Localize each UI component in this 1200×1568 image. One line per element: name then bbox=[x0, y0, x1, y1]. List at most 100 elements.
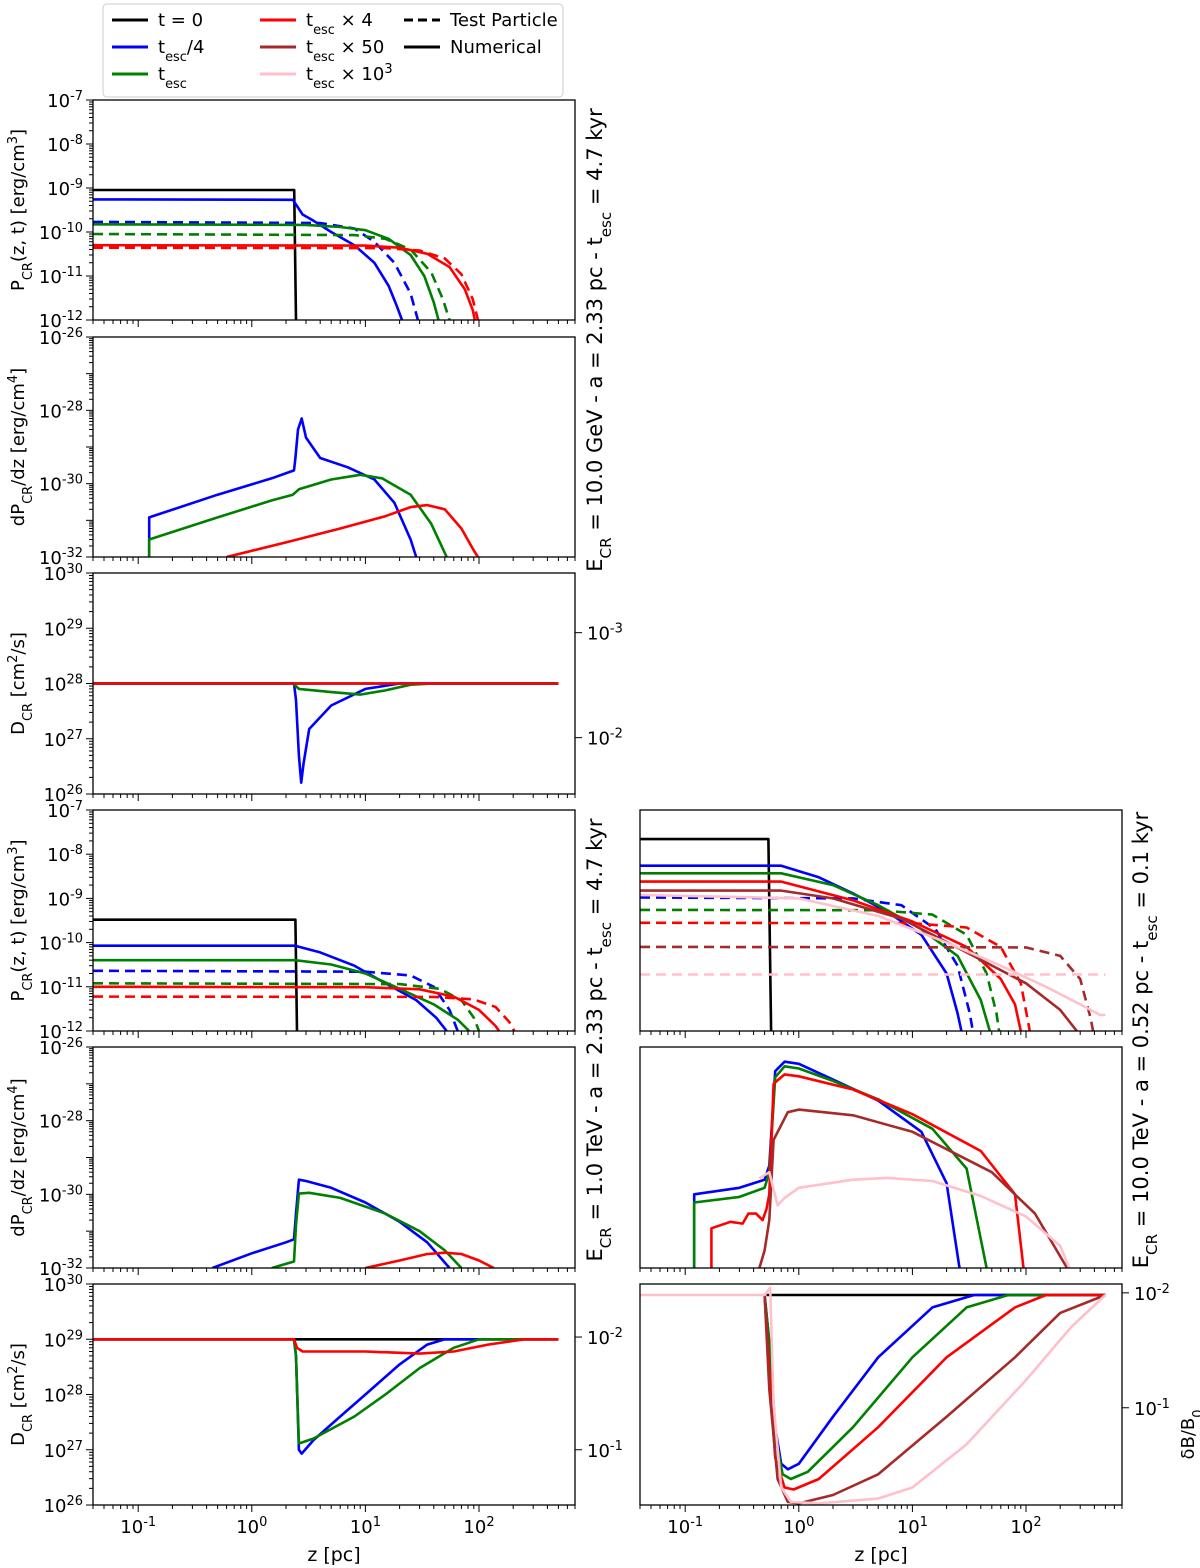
series-line bbox=[763, 1293, 1106, 1505]
panel-top-diffusion: 1026 1027 1028 1029 1030 DCR [cm2/s] 10-3 10-2 bbox=[6, 562, 623, 807]
y-tick-label: 10-12 bbox=[39, 309, 83, 333]
y-tick-label: 10-8 bbox=[47, 843, 83, 867]
y-tick-label: 1029 bbox=[44, 617, 83, 641]
x-axis-label: z [pc] bbox=[854, 1544, 907, 1566]
legend-label: Test Particle bbox=[449, 10, 558, 31]
y-tick-label: 1030 bbox=[44, 1273, 83, 1297]
series-line bbox=[640, 1286, 1107, 1505]
series-line bbox=[640, 908, 1001, 1031]
y-tick-label: 10-8 bbox=[47, 133, 83, 157]
series-line bbox=[93, 682, 559, 784]
series-group bbox=[93, 188, 480, 320]
y-tick-label: 10-7 bbox=[47, 799, 83, 823]
y-axis-label: PCR(z, t) [erg/cm3] bbox=[6, 839, 36, 1001]
series-line bbox=[93, 958, 471, 1031]
y-tick-label: 10-32 bbox=[39, 546, 83, 570]
series-group bbox=[93, 1338, 559, 1455]
series-line bbox=[93, 243, 477, 320]
right-tick-label: 10-3 bbox=[587, 621, 623, 645]
legend-label: tesc bbox=[158, 64, 187, 92]
panel-top-pressure: 10-12 10-11 10-10 10-9 10-8 10-7 PCR(z, t) [er… bbox=[6, 89, 576, 333]
y-tick-label: 1030 bbox=[44, 562, 83, 586]
series-line bbox=[93, 918, 299, 1031]
y-tick-label: 10-28 bbox=[39, 399, 83, 423]
y-axis-label: DCR [cm2/s] bbox=[6, 632, 36, 735]
series-line bbox=[93, 232, 451, 320]
y-tick-label: 10-11 bbox=[39, 265, 83, 289]
series-group bbox=[211, 1178, 495, 1268]
panels: 10-12 10-11 10-10 10-9 10-8 10-7 PCR(z, t) [er… bbox=[6, 89, 1200, 1567]
x-tick-label: 101 bbox=[897, 1515, 928, 1539]
series-line bbox=[640, 893, 1106, 1017]
y-tick-label: 10-32 bbox=[39, 1257, 83, 1281]
row-title-top-text: ECR = 10.0 GeV - a = 2.33 pc - tesc = 4.… bbox=[583, 108, 615, 572]
y-tick-label: 1026 bbox=[44, 783, 83, 807]
right-tick-label: 10-1 bbox=[587, 1438, 623, 1462]
row-title-bottom-right: ECR = 10.0 TeV - a = 0.52 pc - tesc = 0.… bbox=[1129, 811, 1161, 1268]
panel-bottom-right-diffusion: 10-1 100 101 102 z [pc] 10-2 10-1 δB/B0 bbox=[639, 1281, 1200, 1566]
row-title-bottom-right-text: ECR = 10.0 TeV - a = 0.52 pc - tesc = 0.… bbox=[1129, 811, 1161, 1268]
series-line bbox=[93, 198, 404, 320]
series-line bbox=[271, 1191, 463, 1268]
series-line bbox=[640, 945, 1095, 1031]
series-line bbox=[640, 837, 773, 1031]
y-tick-label: 1028 bbox=[44, 672, 83, 696]
y-axis-label: dPCR/dz [erg/cm4] bbox=[6, 368, 36, 526]
axes-frame bbox=[92, 99, 576, 321]
right-tick-label: 10-2 bbox=[587, 1326, 623, 1350]
x-tick-label: 10-1 bbox=[667, 1515, 703, 1539]
series-line bbox=[692, 1060, 961, 1268]
series-line bbox=[640, 889, 1078, 1031]
legend-label: tesc × 4 bbox=[306, 10, 373, 38]
series-line bbox=[147, 417, 418, 557]
right-tick-label: 10-1 bbox=[1134, 1396, 1170, 1420]
panel-bottom-left-diffusion: 10-1 100 101 102 z [pc] 1026 1027 1028 1029 1030 D… bbox=[6, 1273, 623, 1567]
series-line bbox=[640, 880, 1023, 1031]
y-tick-label: 1028 bbox=[44, 1383, 83, 1407]
series-line bbox=[93, 220, 420, 320]
legend-label: tesc/4 bbox=[158, 37, 204, 65]
y-tick-label: 10-26 bbox=[39, 1036, 83, 1060]
y-axis-label: PCR(z, t) [erg/cm3] bbox=[6, 129, 36, 291]
series-line bbox=[93, 995, 516, 1031]
series-line bbox=[93, 969, 459, 1031]
y-tick-label: 10-30 bbox=[39, 1183, 83, 1207]
y-tick-label: 10-9 bbox=[47, 887, 83, 911]
series-line bbox=[692, 1065, 988, 1268]
series-line bbox=[93, 982, 481, 1031]
series-line bbox=[93, 1338, 559, 1445]
series-line bbox=[147, 473, 448, 557]
x-tick-label: 102 bbox=[1010, 1515, 1041, 1539]
right-tick-label: 10-2 bbox=[1134, 1281, 1170, 1305]
series-line bbox=[365, 1251, 495, 1268]
y-tick-label: 10-11 bbox=[39, 975, 83, 999]
panel-bottom-right-gradient bbox=[639, 1046, 1123, 1275]
series-group bbox=[93, 682, 559, 784]
x-tick-label: 100 bbox=[236, 1515, 267, 1539]
y-tick-label: 1027 bbox=[44, 727, 83, 751]
series-line bbox=[758, 1108, 1069, 1268]
series-line bbox=[93, 985, 501, 1031]
row-title-bottom-left-text: ECR = 1.0 TeV - a = 2.33 pc - tesc = 4.7… bbox=[583, 818, 615, 1261]
legend-label: tesc × 50 bbox=[306, 37, 384, 65]
y-tick-label: 10-7 bbox=[47, 89, 83, 113]
series-line bbox=[640, 896, 975, 1031]
series-group bbox=[147, 417, 480, 557]
y-tick-label: 10-10 bbox=[39, 931, 83, 955]
series-line bbox=[93, 1338, 559, 1355]
y-tick-label: 10-30 bbox=[39, 472, 83, 496]
y-tick-label: 1029 bbox=[44, 1328, 83, 1352]
series-line bbox=[93, 246, 480, 320]
x-tick-label: 102 bbox=[463, 1515, 494, 1539]
right-axis-label: δB/B0 bbox=[1178, 1409, 1200, 1459]
y-tick-label: 10-26 bbox=[39, 326, 83, 350]
row-title-bottom-left: ECR = 1.0 TeV - a = 2.33 pc - tesc = 4.7… bbox=[583, 818, 615, 1261]
series-line bbox=[710, 1073, 1025, 1268]
axes-frame bbox=[639, 1046, 1123, 1269]
series-group bbox=[640, 837, 1106, 1031]
y-tick-label: 10-12 bbox=[39, 1020, 83, 1044]
y-axis-label: dPCR/dz [erg/cm4] bbox=[6, 1078, 36, 1236]
series-group bbox=[93, 918, 516, 1031]
y-tick-label: 10-9 bbox=[47, 177, 83, 201]
